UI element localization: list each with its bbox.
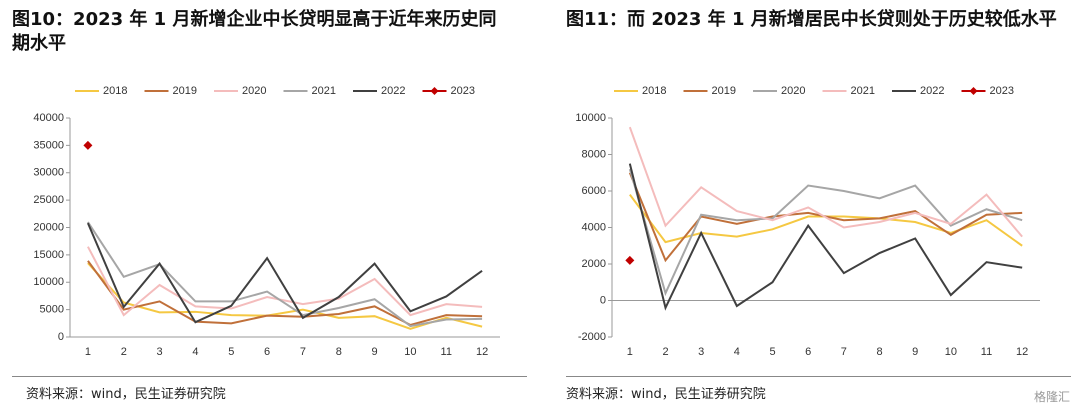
watermark: 格隆汇 xyxy=(1033,390,1070,404)
legend-label: 2020 xyxy=(781,85,805,97)
y-tick-label: 0 xyxy=(58,331,64,343)
legend-label: 2023 xyxy=(451,85,475,97)
y-tick-label: 8000 xyxy=(582,148,606,160)
x-tick-label: 5 xyxy=(769,346,775,358)
source-rule xyxy=(566,376,1071,377)
y-tick-label: 35000 xyxy=(33,139,64,151)
y-tick-label: 40000 xyxy=(33,112,64,124)
chart-title: 图11：而 2023 年 1 月新增居民中长贷则处于历史较低水平 xyxy=(566,9,1057,30)
x-tick-label: 2 xyxy=(662,346,668,358)
series-line xyxy=(628,126,1023,238)
x-tick-label: 4 xyxy=(734,346,740,358)
series-line xyxy=(628,163,1023,311)
y-tick-label: 5000 xyxy=(40,304,64,316)
x-tick-label: 9 xyxy=(912,346,918,358)
x-tick-label: 5 xyxy=(228,346,234,358)
y-tick-label: 4000 xyxy=(582,221,606,233)
x-tick-label: 10 xyxy=(945,346,957,358)
series-line xyxy=(87,260,483,327)
x-tick-label: 11 xyxy=(981,346,992,358)
x-tick-label: 1 xyxy=(627,346,633,358)
x-tick-label: 4 xyxy=(192,346,198,358)
x-tick-label: 9 xyxy=(372,346,378,358)
x-tick-label: 7 xyxy=(841,346,847,358)
legend-label: 2022 xyxy=(920,85,944,97)
series-line xyxy=(87,246,483,317)
series-line xyxy=(87,221,483,328)
legend-marker xyxy=(430,87,439,95)
legend-label: 2018 xyxy=(103,85,127,97)
series-line xyxy=(86,222,483,324)
legend-label: 2021 xyxy=(312,85,336,97)
x-tick-label: 8 xyxy=(876,346,882,358)
data-point xyxy=(625,255,635,265)
x-tick-label: 1 xyxy=(85,346,91,358)
series-line xyxy=(87,262,483,330)
x-tick-label: 3 xyxy=(698,346,704,358)
legend-label: 2022 xyxy=(381,85,405,97)
x-tick-label: 12 xyxy=(1016,346,1028,358)
y-tick-label: 15000 xyxy=(33,249,64,261)
legend-label: 2018 xyxy=(642,85,666,97)
x-tick-label: 12 xyxy=(476,346,488,358)
x-tick-label: 11 xyxy=(441,346,452,358)
x-tick-label: 10 xyxy=(404,346,416,358)
x-tick-label: 6 xyxy=(805,346,811,358)
x-tick-label: 8 xyxy=(336,346,342,358)
y-tick-label: 6000 xyxy=(582,185,606,197)
legend-label: 2019 xyxy=(712,85,736,97)
y-tick-label: 20000 xyxy=(33,221,64,233)
x-tick-label: 6 xyxy=(264,346,270,358)
legend-label: 2021 xyxy=(851,85,875,97)
y-tick-label: 25000 xyxy=(33,194,64,206)
y-tick-label: 10000 xyxy=(33,276,64,288)
y-tick-label: 10000 xyxy=(575,112,606,124)
chart-title: 图10：2023 年 1 月新增企业中长贷明显高于近年来历史同期水平 xyxy=(12,9,497,54)
x-tick-label: 2 xyxy=(121,346,127,358)
x-tick-label: 3 xyxy=(157,346,163,358)
source-rule xyxy=(12,376,527,377)
series-line xyxy=(628,168,1023,297)
legend-marker xyxy=(969,87,978,95)
legend-label: 2019 xyxy=(173,85,197,97)
legend-label: 2020 xyxy=(242,85,266,97)
data-point xyxy=(83,140,93,150)
legend-label: 2023 xyxy=(990,85,1014,97)
source-note: 资料来源：wind，民生证券研究院 xyxy=(566,387,766,402)
x-tick-label: 7 xyxy=(300,346,306,358)
source-note: 资料来源：wind，民生证券研究院 xyxy=(26,387,226,402)
y-tick-label: 0 xyxy=(600,294,606,306)
y-tick-label: -2000 xyxy=(578,331,606,343)
y-tick-label: 2000 xyxy=(582,258,606,270)
y-tick-label: 30000 xyxy=(33,167,64,179)
